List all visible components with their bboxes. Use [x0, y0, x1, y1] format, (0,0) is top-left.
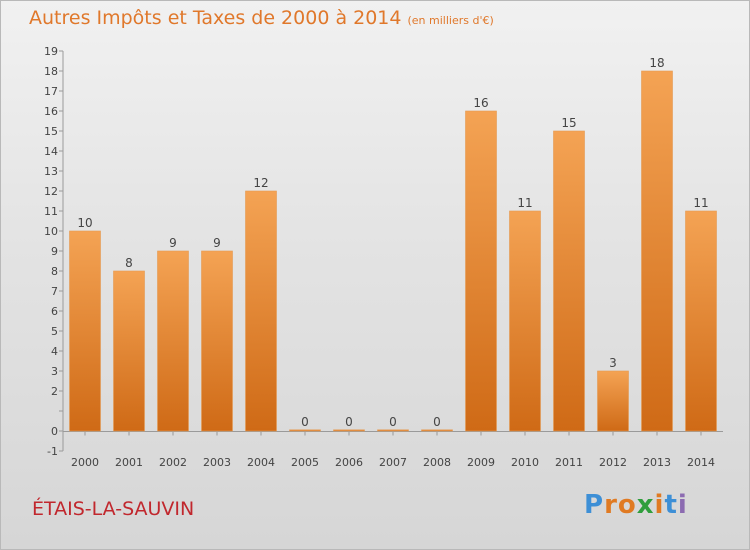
x-tick-label: 2009: [467, 456, 495, 469]
x-tick-label: 2006: [335, 456, 363, 469]
x-tick-label: 2013: [643, 456, 671, 469]
logo-letter: r: [604, 490, 618, 520]
town-name: ÉTAIS-LA-SAUVIN: [32, 498, 195, 520]
data-label: 11: [517, 196, 532, 210]
bar-2007: [377, 429, 409, 432]
proxiti-logo: Proxiti: [584, 490, 688, 520]
logo-letter: t: [664, 490, 678, 520]
bar-2000: [69, 230, 101, 432]
data-label: 9: [213, 236, 221, 250]
bar-2001: [113, 270, 145, 432]
x-tick-label: 2010: [511, 456, 539, 469]
y-tick-label: -1: [47, 445, 58, 458]
bar-2005: [289, 429, 321, 432]
x-tick-label: 2014: [687, 456, 715, 469]
data-label: 0: [345, 415, 353, 429]
data-label: 10: [77, 216, 92, 230]
bar-2009: [465, 110, 497, 432]
logo-letter: P: [584, 490, 605, 520]
bar-2008: [421, 429, 453, 432]
y-tick-label: 18: [44, 65, 58, 78]
logo-letter: o: [617, 490, 637, 520]
x-tick-label: 2001: [115, 456, 143, 469]
y-tick-label: 7: [51, 285, 58, 298]
chart-title: Autres Impôts et Taxes de 2000 à 2014: [29, 7, 402, 29]
chart-header: Autres Impôts et Taxes de 2000 à 2014 (en…: [29, 7, 494, 29]
y-tick-label: 8: [51, 265, 58, 278]
data-label: 0: [301, 415, 309, 429]
bar-2013: [641, 70, 673, 432]
x-tick-label: 2012: [599, 456, 627, 469]
data-label: 8: [125, 256, 133, 270]
y-tick-label: 13: [44, 165, 58, 178]
x-tick-label: 2000: [71, 456, 99, 469]
logo-letter: x: [636, 490, 655, 520]
bar-2004: [245, 190, 277, 432]
y-tick-label: 2: [51, 385, 58, 398]
logo-letter: i: [654, 490, 665, 520]
bar-2014: [685, 210, 717, 432]
y-tick-label: 14: [44, 145, 58, 158]
data-label: 9: [169, 236, 177, 250]
y-tick-label: 16: [44, 105, 58, 118]
bar-2011: [553, 130, 585, 432]
y-tick-label: 5: [51, 325, 58, 338]
bar-2010: [509, 210, 541, 432]
y-tick-label: 9: [51, 245, 58, 258]
bar-2003: [201, 250, 233, 432]
chart-bars: 10 8 9 9 12 0 0 0 0 16 11 15 3 18 11: [69, 56, 717, 432]
logo-letter: i: [677, 490, 688, 520]
bar-2006: [333, 429, 365, 432]
data-label: 3: [609, 356, 617, 370]
x-tick-label: 2003: [203, 456, 231, 469]
y-tick-label: 12: [44, 185, 58, 198]
y-tick-label: 15: [44, 125, 58, 138]
chart-axes: -1 0 2 3 4 5 6 7 8 9 10 11 12 13 14 15 16 17 18 19 2000 2001 2…: [44, 45, 723, 469]
x-tick-label: 2007: [379, 456, 407, 469]
x-tick-label: 2011: [555, 456, 583, 469]
data-label: 16: [473, 96, 488, 110]
y-tick-label: 0: [51, 425, 58, 438]
data-label: 11: [693, 196, 708, 210]
data-label: 0: [433, 415, 441, 429]
y-tick-label: 17: [44, 85, 58, 98]
y-tick-label: 4: [51, 345, 58, 358]
bar-2012: [597, 370, 629, 432]
data-label: 15: [561, 116, 576, 130]
x-tick-label: 2002: [159, 456, 187, 469]
y-tick-label: 3: [51, 365, 58, 378]
bar-2002: [157, 250, 189, 432]
y-tick-label: 10: [44, 225, 58, 238]
data-label: 0: [389, 415, 397, 429]
chart-subtitle: (en milliers d'€): [407, 14, 494, 27]
x-tick-label: 2008: [423, 456, 451, 469]
y-tick-label: 11: [44, 205, 58, 218]
y-tick-label: 6: [51, 305, 58, 318]
data-label: 18: [649, 56, 664, 70]
x-tick-label: 2004: [247, 456, 275, 469]
data-label: 12: [253, 176, 268, 190]
y-tick-label: 19: [44, 45, 58, 58]
x-tick-label: 2005: [291, 456, 319, 469]
